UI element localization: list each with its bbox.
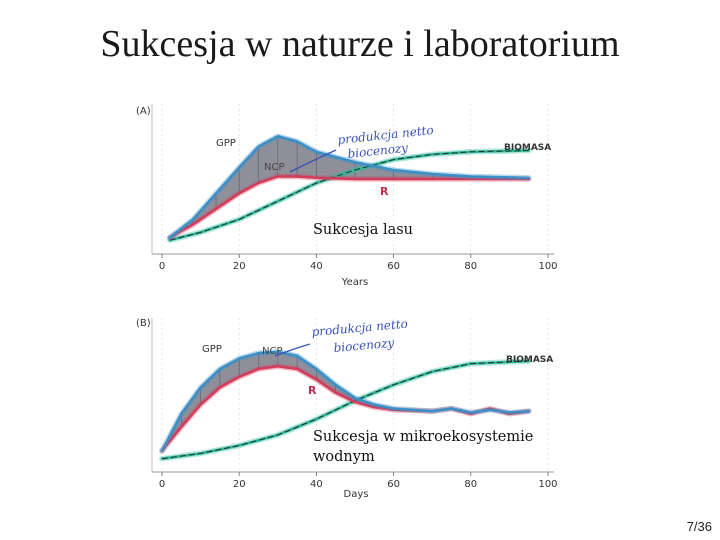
x-tick-label: 0 bbox=[159, 261, 165, 272]
x-tick-label: 80 bbox=[464, 261, 477, 272]
gpp-annotation: GPP bbox=[216, 138, 236, 149]
ncp-band bbox=[162, 351, 529, 451]
series-layer bbox=[166, 133, 532, 243]
gpp-line bbox=[168, 135, 530, 239]
x-axis-label: Years bbox=[341, 277, 368, 288]
r-annotation: R bbox=[308, 384, 317, 397]
x-axis: 0 20 40 60 80 100 bbox=[159, 254, 558, 272]
caption-forest: Sukcesja lasu bbox=[313, 220, 414, 240]
slide-title: Sukcesja w naturze i laboratorium bbox=[100, 23, 620, 65]
gridlines bbox=[151, 318, 554, 473]
x-tick-label: 60 bbox=[387, 479, 400, 490]
panel-label: (A) bbox=[136, 106, 151, 117]
net-production-label: produkcja netto bbox=[311, 317, 408, 339]
x-tick-label: 80 bbox=[464, 479, 477, 490]
x-tick-label: 100 bbox=[538, 479, 557, 490]
ncp-annotation: NCP bbox=[262, 346, 283, 357]
x-tick-label: 40 bbox=[310, 261, 323, 272]
biomass-line bbox=[168, 149, 530, 242]
x-tick-label: 20 bbox=[233, 479, 246, 490]
x-axis: 0 20 40 60 80 100 bbox=[159, 472, 558, 490]
caption-aquatic: Sukcesja w mikroekosystemie wodnym bbox=[313, 427, 543, 467]
series-layer bbox=[159, 349, 532, 462]
x-tick-label: 100 bbox=[538, 261, 557, 272]
r-line bbox=[160, 365, 530, 452]
panel-label: (B) bbox=[136, 318, 151, 329]
forest-succession-chart: (A) 0 20 40 60 80 100 GPP NCP R BIOMASA produ… bbox=[136, 104, 558, 288]
net-production-label-2: biocenozy bbox=[333, 336, 395, 355]
chart-panel-aquatic: (B) 0 20 40 60 80 100 GPP NCP R BIOMASA produ… bbox=[130, 312, 560, 508]
page-number: 7/36 bbox=[686, 519, 712, 534]
r-annotation: R bbox=[380, 185, 389, 198]
biomass-annotation: BIOMASA bbox=[506, 355, 553, 365]
x-axis-label: Days bbox=[344, 489, 369, 500]
x-tick-label: 40 bbox=[310, 479, 323, 490]
r-line bbox=[168, 175, 530, 239]
ncp-annotation: NCP bbox=[264, 162, 285, 173]
gpp-annotation: GPP bbox=[202, 344, 222, 355]
biomass-line-dash bbox=[161, 360, 529, 460]
chart-panel-forest: (A) 0 20 40 60 80 100 GPP NCP R BIOMASA produ… bbox=[130, 98, 560, 294]
aquatic-succession-chart: (B) 0 20 40 60 80 100 GPP NCP R BIOMASA produ… bbox=[136, 317, 558, 500]
x-tick-label: 20 bbox=[233, 261, 246, 272]
x-tick-label: 60 bbox=[387, 261, 400, 272]
biomass-annotation: BIOMASA bbox=[504, 143, 551, 153]
net-production-label-2: biocenozy bbox=[347, 141, 409, 161]
net-production-arrow bbox=[274, 343, 311, 357]
ncp-band-area bbox=[169, 136, 529, 238]
x-tick-label: 0 bbox=[159, 479, 165, 490]
gpp-line bbox=[160, 350, 530, 452]
net-production-arrow bbox=[289, 149, 337, 173]
